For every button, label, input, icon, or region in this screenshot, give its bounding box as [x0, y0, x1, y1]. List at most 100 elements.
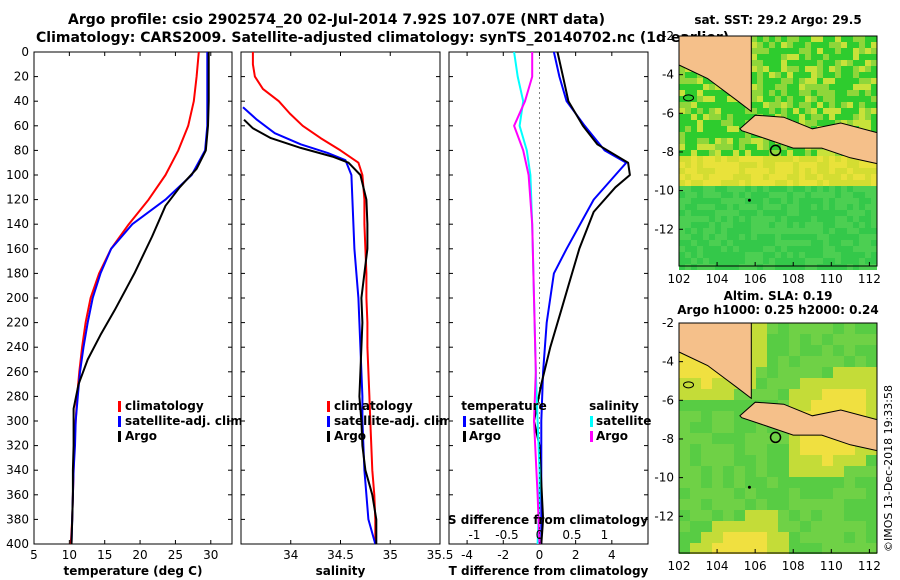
- x2-tick-label: -0.5: [495, 528, 518, 542]
- map-cell: [823, 180, 829, 186]
- map-cell: [751, 198, 757, 204]
- map-cell: [805, 210, 811, 216]
- map-cell: [823, 150, 829, 156]
- map-cell: [763, 48, 769, 54]
- map-cell: [800, 323, 811, 334]
- x2-tick-label: 0: [536, 528, 544, 542]
- map-cell: [769, 60, 775, 66]
- map-cell: [835, 258, 841, 264]
- map-cell: [751, 216, 757, 222]
- map-cell: [734, 521, 745, 532]
- map-cell: [866, 367, 877, 378]
- map-cell: [855, 477, 866, 488]
- map-cell: [703, 108, 709, 114]
- map-cell: [841, 102, 847, 108]
- map-cell: [739, 264, 745, 270]
- map-cell: [799, 192, 805, 198]
- map-cell: [733, 198, 739, 204]
- map-cell: [853, 114, 859, 120]
- map-cell: [715, 162, 721, 168]
- map-cell: [739, 240, 745, 246]
- map-cell: [739, 204, 745, 210]
- map-cell: [778, 367, 789, 378]
- map-cell: [789, 433, 800, 444]
- map-cell: [823, 84, 829, 90]
- map-cell: [855, 488, 866, 499]
- map-cell: [841, 48, 847, 54]
- map-cell: [703, 198, 709, 204]
- map-cell: [793, 240, 799, 246]
- map-cell: [767, 466, 778, 477]
- map-cell: [733, 168, 739, 174]
- map-cell: [679, 499, 690, 510]
- map-cell: [799, 246, 805, 252]
- map-cell: [775, 168, 781, 174]
- map-cell: [679, 543, 690, 554]
- map-cell: [833, 334, 844, 345]
- map-cell: [829, 234, 835, 240]
- map-cell: [853, 180, 859, 186]
- map-cell: [865, 246, 871, 252]
- map-cell: [733, 138, 739, 144]
- map-cell: [690, 411, 701, 422]
- map-cell: [817, 186, 823, 192]
- map-cell: [709, 186, 715, 192]
- map-cell: [715, 102, 721, 108]
- island: [747, 198, 751, 202]
- map-cell: [853, 234, 859, 240]
- map-cell: [751, 222, 757, 228]
- map-cell: [756, 477, 767, 488]
- map-cell: [679, 198, 685, 204]
- map-cell: [739, 132, 745, 138]
- map-cell: [715, 222, 721, 228]
- map-cell: [841, 198, 847, 204]
- map-cell: [781, 174, 787, 180]
- map-cell: [712, 411, 723, 422]
- map-cell: [721, 90, 727, 96]
- map-cell: [739, 216, 745, 222]
- map-cell: [697, 168, 703, 174]
- map-cell: [833, 400, 844, 411]
- map-cell: [793, 180, 799, 186]
- map-cell: [775, 156, 781, 162]
- salinity-frame: [240, 51, 441, 545]
- map-cell: [733, 120, 739, 126]
- map-cell: [793, 60, 799, 66]
- map-cell: [817, 48, 823, 54]
- map-cell: [767, 543, 778, 554]
- map-cell: [847, 234, 853, 240]
- map-cell: [739, 174, 745, 180]
- y-tick-label: 320: [6, 439, 29, 453]
- map-cell: [709, 192, 715, 198]
- map-cell: [811, 378, 822, 389]
- map-cell: [829, 180, 835, 186]
- map-cell: [800, 400, 811, 411]
- map-cell: [697, 174, 703, 180]
- map-cell: [778, 356, 789, 367]
- map-cell: [721, 132, 727, 138]
- map-cell: [751, 264, 757, 270]
- map-cell: [811, 510, 822, 521]
- map-cell: [763, 108, 769, 114]
- map-cell: [800, 532, 811, 543]
- map-cell: [751, 192, 757, 198]
- map-cell: [829, 60, 835, 66]
- map-cell: [823, 78, 829, 84]
- map-cell: [703, 258, 709, 264]
- map-cell: [787, 234, 793, 240]
- difference-panel: -4 -2 0 2 4T difference from climatologytemp…: [448, 51, 651, 578]
- map-cell: [767, 356, 778, 367]
- map-cell: [781, 246, 787, 252]
- map-cell: [767, 444, 778, 455]
- map-cell: [835, 42, 841, 48]
- map-cell: [847, 72, 853, 78]
- map-cell: [745, 192, 751, 198]
- map-cell: [844, 356, 855, 367]
- map-cell: [723, 389, 734, 400]
- map-cell: [823, 54, 829, 60]
- map-cell: [697, 186, 703, 192]
- map-cell: [745, 144, 751, 150]
- map-cell: [811, 210, 817, 216]
- argo-position-marker: [769, 431, 782, 444]
- map-cell: [793, 174, 799, 180]
